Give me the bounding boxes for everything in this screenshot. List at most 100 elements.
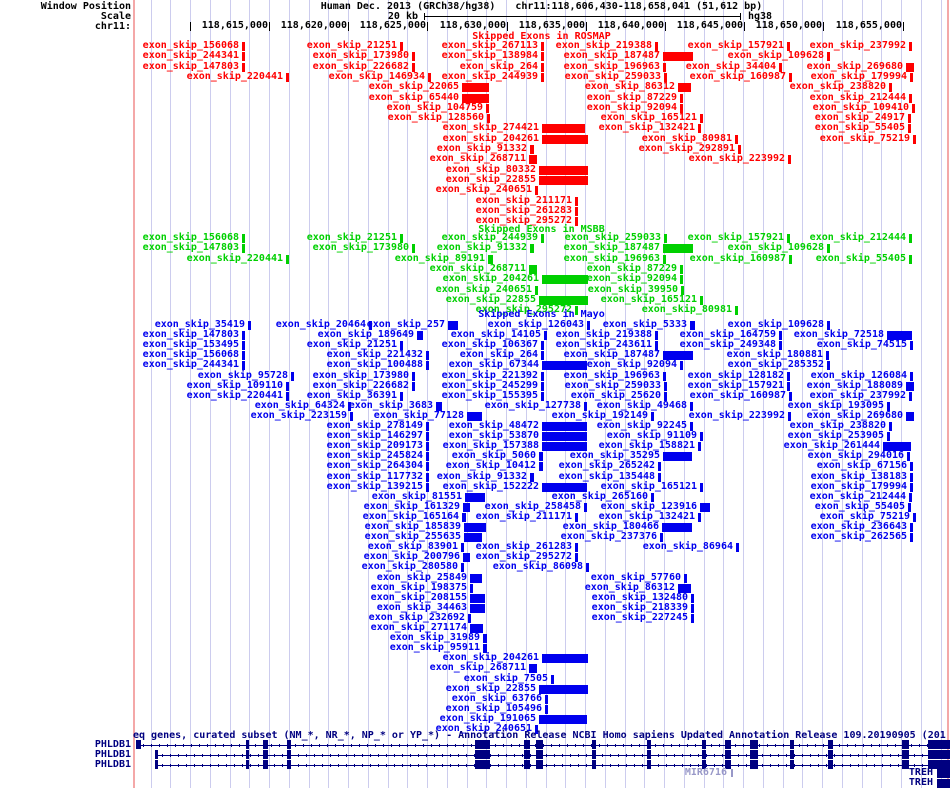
exon-skip-label[interactable]: exon_skip_204261 [442, 652, 539, 664]
exon-skip-label[interactable]: exon_skip_244939 [441, 70, 538, 82]
exon-skip-label[interactable]: exon_skip_74515 [816, 339, 907, 351]
exon-skip-feature[interactable] [883, 442, 911, 452]
exon-skip-feature[interactable] [535, 725, 538, 734]
exon-skip-feature[interactable] [426, 361, 429, 371]
exon-skip-feature[interactable] [826, 351, 829, 361]
exon-skip-feature[interactable] [787, 381, 790, 391]
exon-skip-label[interactable]: exon_skip_204261 [442, 132, 539, 144]
exon-skip-feature[interactable] [910, 462, 913, 472]
exon-skip-feature[interactable] [663, 371, 666, 381]
gene-exon[interactable] [246, 740, 249, 749]
exon-skip-label[interactable]: exon_skip_20464 [275, 319, 366, 330]
exon-skip-feature[interactable] [664, 72, 667, 82]
exon-skip-label[interactable]: exon_skip_22855 [445, 682, 536, 694]
exon-skip-feature[interactable] [680, 93, 683, 103]
exon-skip-feature[interactable] [651, 492, 654, 502]
exon-skip-label[interactable]: exon_skip_49468 [596, 399, 687, 411]
exon-skip-feature[interactable] [462, 512, 466, 522]
exon-skip-feature[interactable] [542, 482, 587, 492]
exon-skip-feature[interactable] [788, 411, 791, 421]
exon-skip-label[interactable]: exon_skip_226682 [312, 60, 409, 72]
exon-skip-feature[interactable] [738, 145, 741, 154]
exon-skip-feature[interactable] [910, 341, 913, 351]
exon-skip-feature[interactable] [827, 361, 830, 371]
exon-skip-label[interactable]: exon_skip_100488 [326, 359, 423, 371]
exon-skip-label[interactable]: exon_skip_212444 [809, 232, 906, 243]
exon-skip-label[interactable]: exon_skip_192149 [551, 409, 648, 421]
exon-skip-feature[interactable] [910, 72, 913, 82]
exon-skip-label[interactable]: exon_skip_200796 [363, 551, 460, 563]
exon-skip-feature[interactable] [678, 83, 691, 93]
exon-skip-label[interactable]: exon_skip_204261 [442, 273, 539, 285]
exon-skip-feature[interactable] [787, 42, 790, 51]
exon-skip-feature[interactable] [787, 234, 790, 243]
exon-skip-label[interactable]: exon_skip_212444 [809, 490, 906, 502]
exon-skip-label[interactable]: exon_skip_211171 [475, 194, 572, 206]
exon-skip-feature[interactable] [463, 553, 470, 563]
exon-skip-label[interactable]: exon_skip_91332 [436, 470, 527, 482]
exon-skip-feature[interactable] [539, 175, 588, 185]
exon-skip-label[interactable]: exon_skip_146297 [326, 430, 423, 442]
exon-skip-feature[interactable] [691, 593, 694, 603]
exon-skip-label[interactable]: exon_skip_238820 [789, 420, 886, 431]
exon-skip-label[interactable]: exon_skip_244341 [142, 50, 239, 62]
exon-skip-label[interactable]: exon_skip_280580 [361, 561, 458, 573]
exon-skip-feature[interactable] [412, 244, 415, 254]
exon-skip-feature[interactable] [470, 593, 485, 603]
exon-skip-feature[interactable] [242, 331, 245, 341]
exon-skip-feature[interactable] [541, 72, 544, 82]
exon-skip-feature[interactable] [779, 331, 782, 341]
gene-intron-line[interactable] [136, 743, 950, 748]
exon-skip-label[interactable]: exon_skip_109628 [727, 50, 824, 62]
exon-skip-feature[interactable] [483, 634, 487, 644]
exon-skip-feature[interactable] [587, 321, 590, 330]
exon-skip-feature[interactable] [575, 206, 578, 216]
exon-skip-feature[interactable] [789, 391, 792, 401]
exon-skip-feature[interactable] [541, 234, 544, 243]
exon-skip-feature[interactable] [412, 381, 415, 391]
exon-skip-feature[interactable] [539, 714, 587, 724]
exon-skip-feature[interactable] [541, 62, 544, 72]
exon-skip-feature[interactable] [698, 124, 701, 134]
exon-skip-label[interactable]: exon_skip_80981 [641, 304, 732, 316]
exon-skip-feature[interactable] [908, 124, 911, 134]
exon-skip-label[interactable]: exon_skip_267113 [441, 40, 538, 51]
exon-skip-label[interactable]: exon_skip_223159 [250, 409, 347, 421]
exon-skip-feature[interactable] [286, 72, 289, 82]
gene-exon[interactable] [287, 750, 291, 759]
exon-skip-feature[interactable] [827, 244, 830, 254]
exon-skip-label[interactable]: exon_skip_157388 [442, 440, 539, 452]
exon-skip-label[interactable]: exon_skip_264 [459, 349, 538, 361]
exon-skip-label[interactable]: exon_skip_189649 [317, 329, 414, 341]
exon-skip-label[interactable]: exon_skip_92094 [586, 359, 677, 371]
exon-skip-label[interactable]: exon_skip_236643 [810, 521, 907, 532]
exon-skip-label[interactable]: exon_skip_75219 [819, 132, 910, 144]
exon-skip-label[interactable]: exon_skip_83901 [367, 541, 458, 553]
exon-skip-label[interactable]: exon_skip_257 [366, 319, 445, 330]
exon-skip-feature[interactable] [470, 583, 473, 593]
exon-skip-feature[interactable] [542, 432, 587, 442]
exon-skip-label[interactable]: exon_skip_269680 [806, 60, 903, 72]
gene-exon[interactable] [750, 740, 758, 749]
exon-skip-label[interactable]: exon_skip_132421 [598, 510, 695, 522]
exon-skip-feature[interactable] [448, 321, 458, 330]
exon-skip-feature[interactable] [909, 42, 912, 51]
exon-skip-label[interactable]: exon_skip_117732 [326, 470, 423, 482]
exon-skip-label[interactable]: exon_skip_158821 [598, 440, 695, 452]
exon-skip-feature[interactable] [910, 472, 913, 482]
exon-skip-feature[interactable] [468, 613, 471, 623]
gene-exon[interactable] [750, 750, 758, 759]
exon-skip-feature[interactable] [735, 134, 738, 144]
exon-skip-label[interactable]: exon_skip_123916 [600, 500, 697, 512]
exon-skip-feature[interactable] [663, 452, 692, 462]
exon-skip-feature[interactable] [575, 512, 578, 522]
gene-exon[interactable] [246, 750, 249, 759]
exon-skip-feature[interactable] [529, 155, 537, 165]
exon-skip-label[interactable]: exon_skip_244939 [441, 232, 538, 243]
gene-exon[interactable] [902, 750, 909, 759]
exon-skip-label[interactable]: exon_skip_34404 [685, 60, 776, 72]
exon-skip-label[interactable]: exon_skip_155395 [441, 389, 538, 401]
exon-skip-label[interactable]: exon_skip_262565 [810, 531, 907, 543]
exon-skip-label[interactable]: exon_skip_238820 [789, 81, 886, 93]
exon-skip-label[interactable]: exon_skip_86312 [584, 581, 675, 593]
